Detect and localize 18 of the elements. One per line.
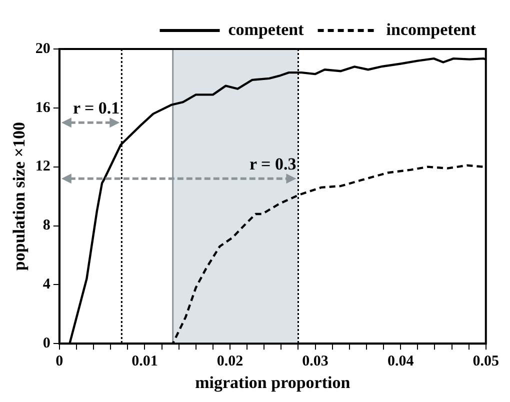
y-tick-label: 20 [35,40,50,57]
x-tick-label: 0 [56,353,64,370]
y-tick-label: 0 [42,335,50,352]
legend-label: incompetent [386,20,476,39]
y-axis-title: population size ×100 [10,122,29,271]
x-tick-label: 0.02 [216,353,244,370]
annotation: r = 0.3 [250,154,296,174]
legend-label: competent [228,20,304,39]
y-tick-label: 12 [35,158,50,175]
annotation: r = 0.1 [72,98,120,118]
y-tick-label: 8 [42,218,50,234]
y-tick-label: 4 [42,276,51,293]
x-tick-label: 0.03 [302,353,328,370]
x-axis-title: migration proportion [195,373,351,392]
x-tick-label: 0.05 [472,353,499,370]
y-tick-label: 16 [35,100,51,116]
x-tick-label: 0.01 [132,353,158,370]
x-tick-label: 0.04 [387,353,414,370]
